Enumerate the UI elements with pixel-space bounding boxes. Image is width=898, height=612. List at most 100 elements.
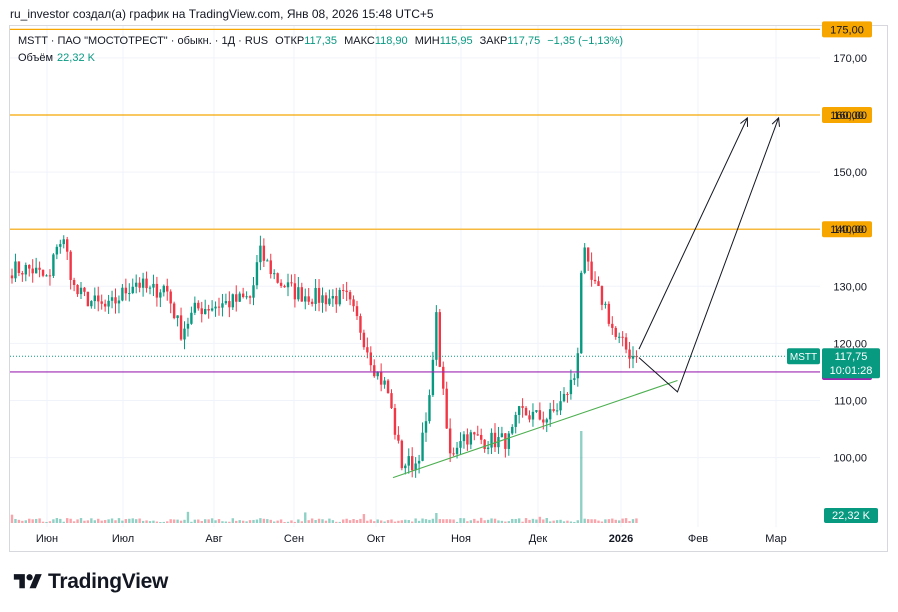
volume-bar <box>414 518 417 523</box>
volume-bar <box>45 521 48 523</box>
countdown-label: 10:01:28 <box>830 365 873 377</box>
volume-bar <box>438 519 441 523</box>
candle-body <box>366 347 369 353</box>
volume-bar <box>335 521 338 523</box>
volume-bar <box>169 519 172 523</box>
candle-body <box>614 327 617 337</box>
candle-body <box>531 411 535 420</box>
volume-bar <box>421 518 424 523</box>
level-label: 175,00 <box>830 24 864 36</box>
volume-bar <box>555 520 559 523</box>
volume-bar <box>376 519 379 523</box>
candle-body <box>228 301 231 308</box>
candle-body <box>52 254 55 276</box>
volume-bar <box>404 519 407 523</box>
price-tick-label: 120,00 <box>833 338 867 350</box>
candle-body <box>283 285 286 288</box>
support-trendline <box>392 379 678 479</box>
candle-body <box>307 296 310 302</box>
volume-bar <box>24 520 27 523</box>
candle-body <box>145 278 148 289</box>
volume-bar <box>597 520 600 523</box>
candle-body <box>221 303 224 308</box>
candle-body <box>141 278 145 288</box>
candle-body <box>618 336 621 338</box>
volume-bar <box>72 521 76 523</box>
volume-bar <box>172 519 176 523</box>
candle-body <box>48 275 52 277</box>
volume-bar <box>300 521 303 523</box>
candle-body <box>359 316 362 333</box>
candle-body <box>231 294 234 308</box>
volume-bar <box>324 520 328 523</box>
candle-body <box>259 245 262 263</box>
symbol-tag: MSTT <box>790 352 817 363</box>
candle-body <box>376 372 379 377</box>
candle-body <box>273 273 276 275</box>
volume-bar <box>79 518 83 523</box>
candle-body <box>248 296 252 298</box>
volume-bar <box>459 518 462 523</box>
volume-bar <box>310 518 314 523</box>
time-axis: Июн Июл Авг Сен Окт Ноя Дек 2026 Фев Мар <box>36 533 787 545</box>
volume-bar <box>435 513 438 523</box>
candle-body <box>552 409 555 411</box>
volume-bar <box>514 518 517 523</box>
candle-body <box>635 356 638 358</box>
volume-bar <box>10 514 14 523</box>
volume-bar <box>114 520 117 523</box>
volume-bar <box>52 519 55 523</box>
time-tick-label: Мар <box>765 533 787 545</box>
candle-body <box>152 283 155 288</box>
candle-body <box>300 287 303 302</box>
candle-body <box>155 283 159 298</box>
volume-bar <box>424 519 428 523</box>
candle-body <box>573 378 576 380</box>
brand-name: TradingView <box>48 570 169 593</box>
volume-bar <box>148 521 152 523</box>
volume-bar <box>28 518 31 523</box>
volume-bar <box>517 518 521 523</box>
volume-bar <box>448 519 452 523</box>
candle-body <box>421 432 424 461</box>
candle-body <box>252 285 255 298</box>
candle-body <box>293 283 297 300</box>
candle-body <box>549 409 552 420</box>
candle-body <box>131 286 134 294</box>
low-label: МИН <box>414 35 440 47</box>
tradingview-logo-icon <box>13 574 42 589</box>
candle-body <box>524 407 528 416</box>
volume-bar <box>431 518 435 523</box>
price-tick-label: 150,00 <box>833 167 867 179</box>
candle-body <box>386 380 390 394</box>
candle-body <box>538 410 542 420</box>
volume-bar <box>48 521 52 523</box>
level-label: 160,00 <box>830 110 864 122</box>
volume-bar <box>317 518 321 523</box>
volume-bar <box>69 518 72 523</box>
volume-bar <box>562 521 566 523</box>
volume-value: 22,32 K <box>57 52 95 64</box>
volume-bar <box>497 520 500 523</box>
candle-body <box>207 309 210 311</box>
candle-body <box>276 273 279 283</box>
volume-bar <box>483 520 486 523</box>
price-tick-label: 100,00 <box>833 453 867 465</box>
candle-body <box>452 453 455 455</box>
volume-bar <box>307 520 310 523</box>
candle-body <box>393 408 397 435</box>
volume-bar <box>480 517 483 523</box>
candle-body <box>179 315 183 340</box>
candle-body <box>121 287 124 301</box>
candle-body <box>17 261 21 274</box>
projection-arrow <box>638 117 748 350</box>
volume-bar <box>193 519 197 523</box>
price-tick-label: 140,00 <box>833 224 867 236</box>
arrow-head <box>771 116 780 127</box>
candle-body <box>90 301 93 307</box>
volume-bar <box>586 519 590 523</box>
candle-body <box>166 285 169 292</box>
volume-bar <box>255 519 259 523</box>
volume-bar <box>452 519 455 523</box>
